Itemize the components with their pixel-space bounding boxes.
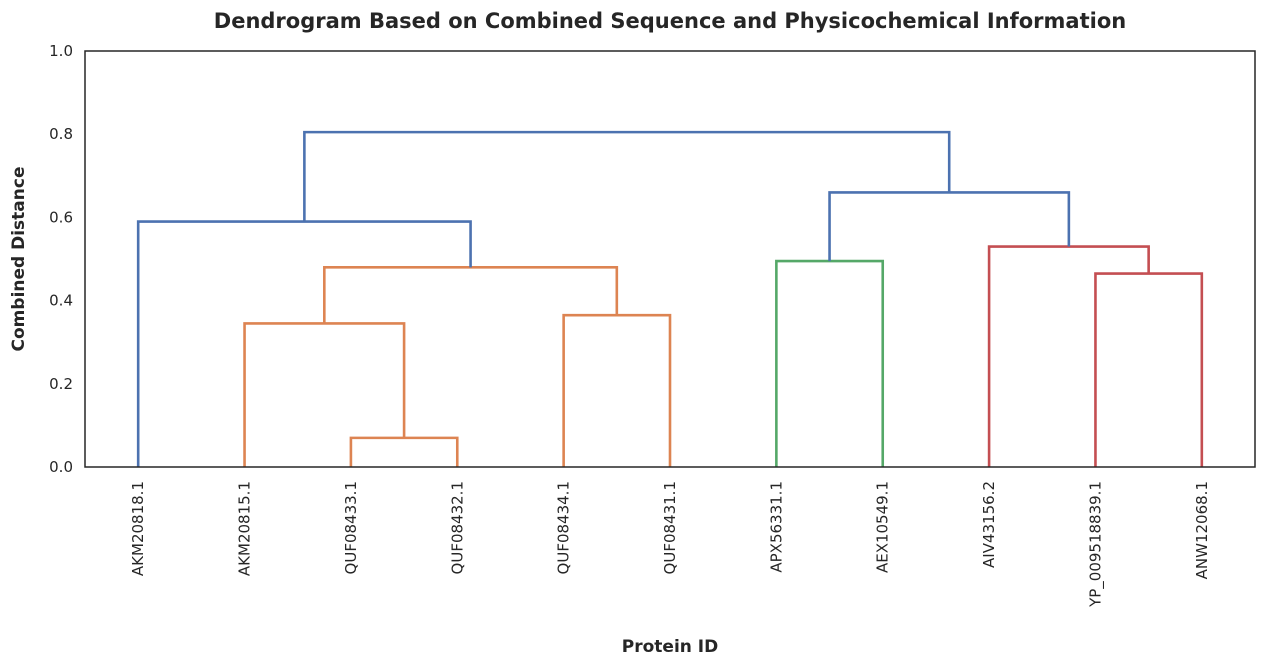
y-axis-ticks: 0.0 0.2 0.4 0.6 0.8 1.0 — [49, 42, 73, 476]
x-tick-label: QUF08434.1 — [555, 481, 573, 574]
dendrogram-link — [987, 245, 1150, 467]
x-tick-label: QUF08431.1 — [661, 481, 679, 574]
x-tick-label: AEX10549.1 — [874, 481, 892, 573]
dendrogram-link — [349, 436, 459, 467]
dendrogram-link — [828, 191, 1071, 262]
x-tick-label: APX56331.1 — [767, 481, 785, 573]
dendrogram-link — [303, 130, 951, 222]
y-tick-label: 0.2 — [49, 375, 73, 393]
y-tick-label: 0.4 — [49, 292, 73, 310]
dendrogram-link — [775, 259, 885, 467]
y-tick-label: 0.0 — [49, 458, 73, 476]
dendrogram-links — [136, 130, 1204, 467]
x-tick-label: ANW12068.1 — [1193, 481, 1211, 579]
y-axis-label: Combined Distance — [9, 167, 29, 352]
plot-frame — [84, 50, 1256, 468]
x-axis-ticks: AKM20818.1 AKM20815.1 QUF08433.1 QUF08432.1… — [129, 481, 1211, 608]
x-tick-label: AIV43156.2 — [980, 481, 998, 568]
dendrogram-link — [136, 220, 472, 467]
dendrogram-link — [1094, 272, 1204, 467]
y-tick-label: 0.6 — [49, 208, 73, 226]
x-tick-label: QUF08432.1 — [448, 481, 466, 574]
dendrogram-link — [243, 322, 406, 467]
y-tick-label: 0.8 — [49, 125, 73, 143]
dendrogram-link — [562, 313, 672, 467]
x-tick-label: YP_009518839.1 — [1086, 481, 1105, 608]
x-axis-label: Protein ID — [622, 637, 718, 657]
x-tick-label: AKM20818.1 — [129, 481, 147, 576]
y-tick-label: 1.0 — [49, 42, 73, 60]
x-tick-label: QUF08433.1 — [342, 481, 360, 574]
chart-title: Dendrogram Based on Combined Sequence an… — [214, 9, 1126, 33]
x-tick-label: AKM20815.1 — [236, 481, 254, 576]
